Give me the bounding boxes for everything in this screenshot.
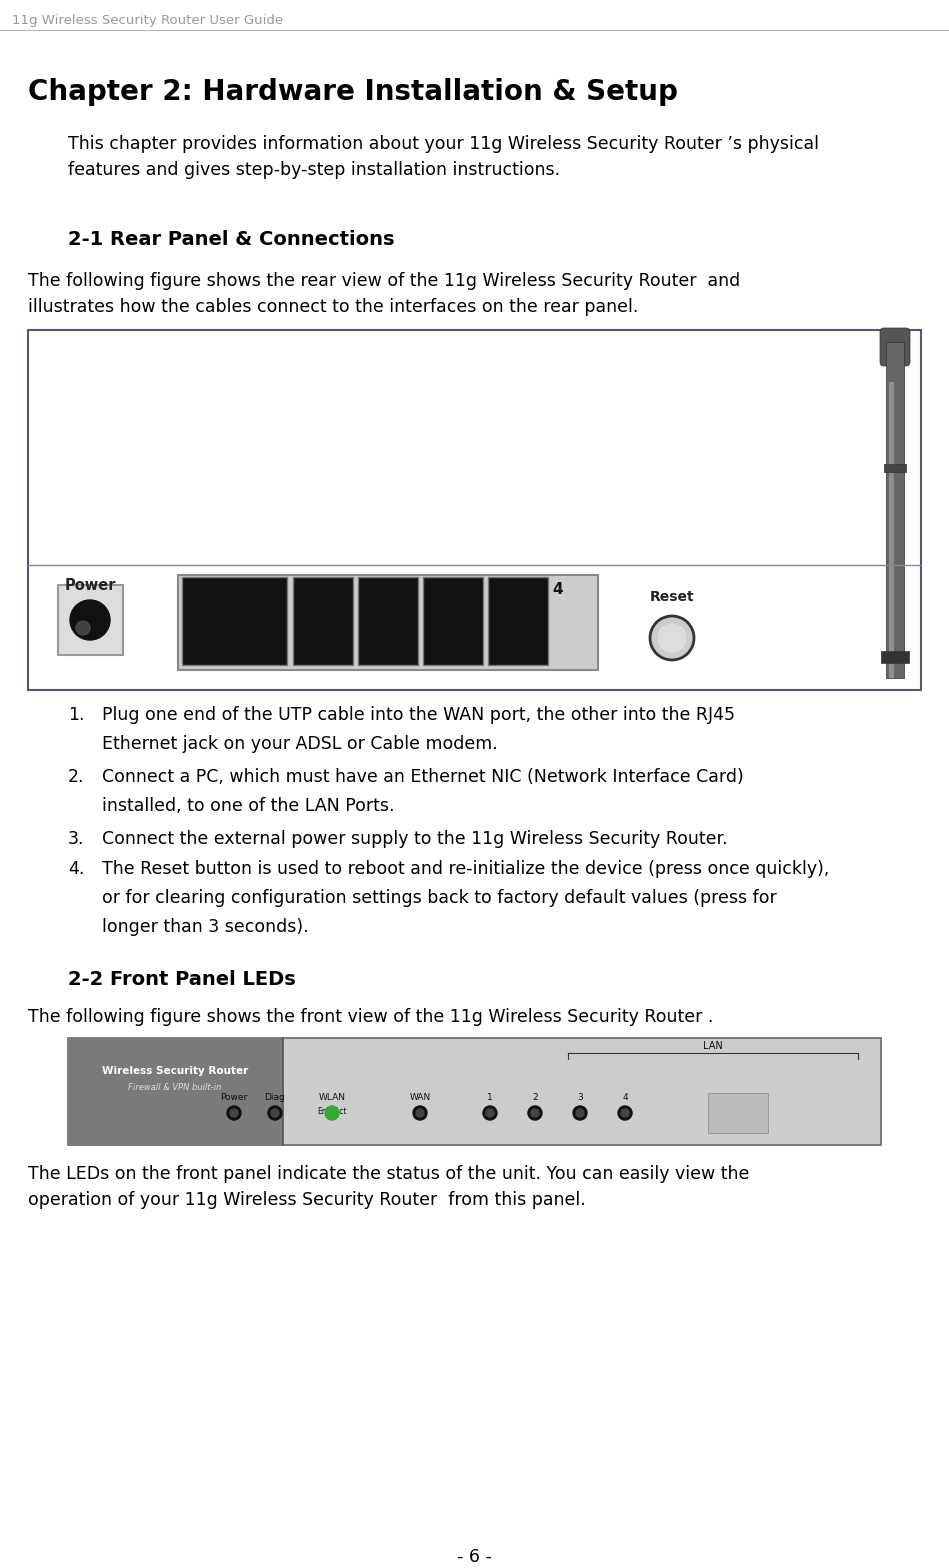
Text: WAN: WAN [210, 582, 251, 597]
Bar [58, 585, 123, 655]
FancyBboxPatch shape [880, 328, 910, 365]
Bar [358, 577, 418, 665]
Circle shape [230, 1109, 238, 1116]
Text: Reset: Reset [650, 590, 695, 604]
Circle shape [325, 1105, 339, 1120]
Circle shape [70, 601, 110, 640]
Text: 2.: 2. [68, 768, 84, 786]
Text: 1.: 1. [68, 706, 84, 724]
Bar [293, 577, 353, 665]
Circle shape [650, 616, 694, 660]
Bar [884, 464, 906, 472]
Bar [68, 1038, 283, 1145]
Text: - 6 -: - 6 - [456, 1548, 492, 1566]
Text: Connect the external power supply to the 11g Wireless Security Router.: Connect the external power supply to the… [102, 829, 728, 848]
Text: This chapter provides information about your 11g Wireless Security Router ’s phy: This chapter provides information about … [68, 135, 819, 179]
Text: 2: 2 [532, 1093, 538, 1102]
Text: WLAN: WLAN [319, 1093, 345, 1102]
Bar [881, 651, 909, 663]
Bar [178, 575, 598, 670]
Text: WAN: WAN [409, 1093, 431, 1102]
Bar [488, 577, 548, 665]
Circle shape [576, 1109, 584, 1116]
Text: or for clearing configuration settings back to factory default values (press for: or for clearing configuration settings b… [102, 889, 776, 906]
Circle shape [413, 1105, 427, 1120]
Text: 2: 2 [393, 582, 403, 597]
Circle shape [268, 1105, 282, 1120]
Text: Diag: Diag [265, 1093, 286, 1102]
Circle shape [227, 1105, 241, 1120]
Text: 2-1 Rear Panel & Connections: 2-1 Rear Panel & Connections [68, 230, 395, 249]
Circle shape [483, 1105, 497, 1120]
Circle shape [76, 621, 90, 635]
Text: Firewall & VPN built-in: Firewall & VPN built-in [128, 1083, 222, 1091]
Bar [28, 329, 921, 690]
Text: Chapter 2: Hardware Installation & Setup: Chapter 2: Hardware Installation & Setup [28, 78, 678, 107]
Bar [68, 1038, 881, 1145]
Text: The LEDs on the front panel indicate the status of the unit. You can easily view: The LEDs on the front panel indicate the… [28, 1165, 750, 1209]
Circle shape [618, 1105, 632, 1120]
Text: Ethernet jack on your ADSL or Cable modem.: Ethernet jack on your ADSL or Cable mode… [102, 735, 497, 753]
Text: Connect a PC, which must have an Ethernet NIC (Network Interface Card): Connect a PC, which must have an Etherne… [102, 768, 744, 786]
Circle shape [621, 1109, 629, 1116]
Circle shape [658, 624, 686, 652]
Text: The Reset button is used to reboot and re-initialize the device (press once quic: The Reset button is used to reboot and r… [102, 859, 829, 878]
Circle shape [486, 1109, 494, 1116]
Text: Power: Power [220, 1093, 248, 1102]
Bar [423, 577, 483, 665]
Text: Plug one end of the UTP cable into the WAN port, the other into the RJ45: Plug one end of the UTP cable into the W… [102, 706, 735, 724]
Text: 1: 1 [313, 582, 324, 597]
Text: longer than 3 seconds).: longer than 3 seconds). [102, 917, 308, 936]
Text: 4: 4 [623, 1093, 628, 1102]
Text: LAN: LAN [703, 1041, 723, 1051]
Text: 3: 3 [577, 1093, 583, 1102]
Text: 4.: 4. [68, 859, 84, 878]
Text: installed, to one of the LAN Ports.: installed, to one of the LAN Ports. [102, 797, 395, 815]
Text: Enh/Act: Enh/Act [317, 1105, 346, 1115]
Bar [708, 1093, 768, 1134]
Bar [889, 383, 894, 677]
Circle shape [416, 1109, 424, 1116]
Text: 3.: 3. [68, 829, 84, 848]
Text: 11g Wireless Security Router User Guide: 11g Wireless Security Router User Guide [12, 14, 283, 27]
Text: Power: Power [65, 579, 116, 593]
Text: 2-2 Front Panel LEDs: 2-2 Front Panel LEDs [68, 971, 296, 989]
Text: 4: 4 [552, 582, 564, 597]
Text: 3: 3 [473, 582, 483, 597]
Circle shape [528, 1105, 542, 1120]
Circle shape [573, 1105, 587, 1120]
Bar [886, 342, 904, 677]
Circle shape [531, 1109, 539, 1116]
Text: 1: 1 [487, 1093, 493, 1102]
Text: The following figure shows the rear view of the 11g Wireless Security Router  an: The following figure shows the rear view… [28, 271, 740, 315]
Circle shape [271, 1109, 279, 1116]
Bar [182, 577, 287, 665]
Text: Wireless Security Router: Wireless Security Router [102, 1066, 248, 1076]
Text: The following figure shows the front view of the 11g Wireless Security Router .: The following figure shows the front vie… [28, 1008, 714, 1025]
